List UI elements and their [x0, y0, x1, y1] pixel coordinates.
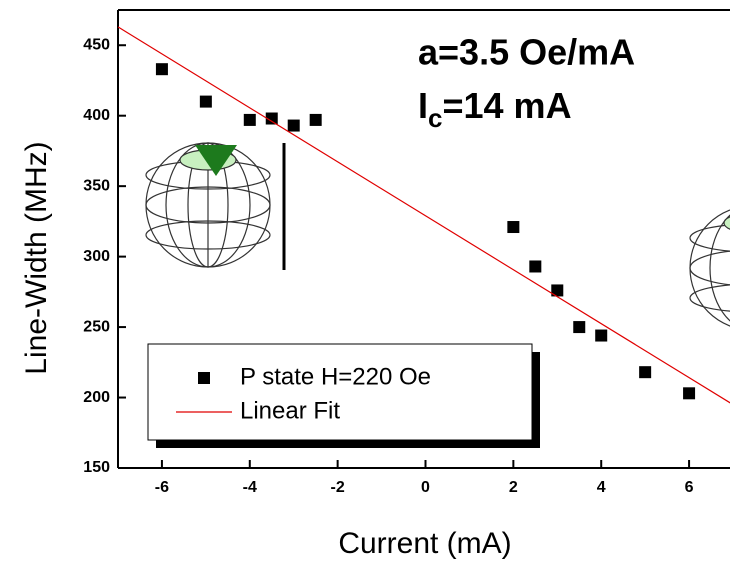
annotation: I — [418, 85, 428, 126]
data-point — [309, 113, 322, 126]
globe-illustration — [689, 209, 730, 327]
y-tick-label: 450 — [83, 36, 110, 53]
legend-label: P state H=220 Oe — [240, 363, 431, 390]
legend-label: Linear Fit — [240, 397, 340, 424]
data-point — [529, 260, 542, 273]
data-point — [551, 284, 564, 297]
x-tick-label: -6 — [155, 479, 169, 496]
annotation-subscript: c — [428, 103, 442, 133]
annotation: =14 mA — [442, 85, 571, 126]
x-tick-label: -2 — [331, 479, 345, 496]
x-tick-label: 6 — [685, 479, 694, 496]
data-point — [639, 366, 652, 379]
data-point — [595, 329, 608, 342]
annotation: a=3.5 Oe/mA — [418, 32, 635, 73]
y-tick-label: 150 — [83, 459, 110, 476]
y-tick-label: 250 — [83, 318, 110, 335]
annotation: Ic=14 mA — [418, 85, 572, 133]
fit-line — [117, 26, 730, 404]
x-tick-label: 4 — [597, 479, 606, 496]
y-axis-label: Line-Width (MHz) — [20, 141, 53, 374]
x-tick-label: -4 — [243, 479, 257, 496]
data-point — [265, 112, 278, 125]
data-point — [155, 63, 168, 76]
legend-marker — [198, 372, 210, 384]
data-point — [573, 321, 586, 334]
x-axis-label: Current (mA) — [338, 527, 511, 560]
data-point — [683, 387, 696, 400]
arrow-head — [195, 145, 237, 176]
data-point — [507, 221, 520, 234]
y-tick-label: 200 — [83, 389, 110, 406]
y-tick-label: 300 — [83, 248, 110, 265]
data-point — [199, 95, 212, 108]
x-tick-label: 2 — [509, 479, 518, 496]
legend — [147, 343, 533, 441]
y-tick-label: 350 — [83, 177, 110, 194]
x-tick-label: 0 — [421, 479, 430, 496]
y-tick-label: 400 — [83, 107, 110, 124]
data-point — [287, 119, 300, 132]
data-point — [243, 113, 256, 126]
